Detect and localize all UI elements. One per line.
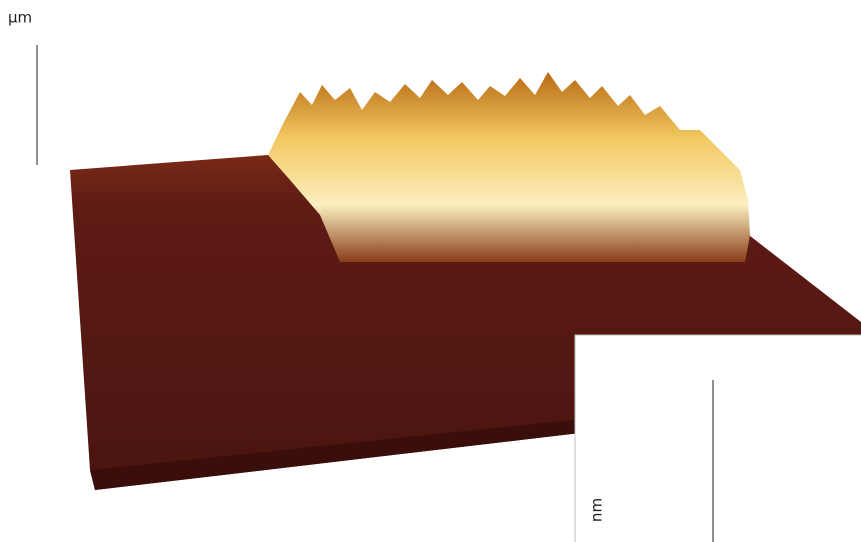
inset-y-unit: nm [588, 498, 606, 522]
page: {"surface_plot": { "z_unit": "µm", "z_ti… [0, 0, 861, 542]
inset-panel [575, 335, 861, 542]
figure: µm nm [0, 0, 861, 542]
z-unit: µm [8, 9, 32, 27]
surface-peaks [268, 72, 750, 262]
